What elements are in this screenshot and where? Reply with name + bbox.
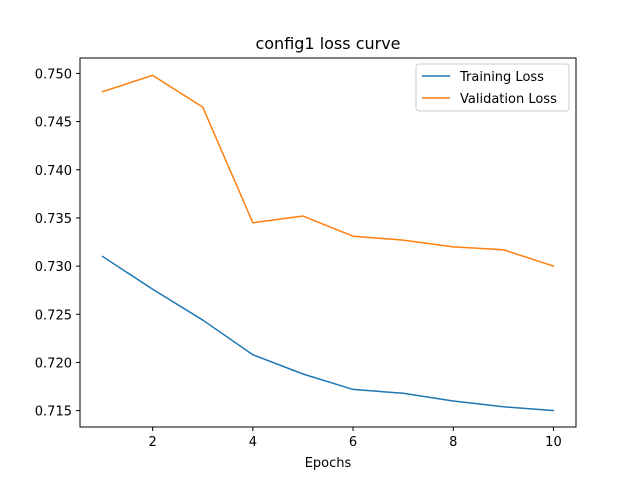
x-tick-label: 4 — [249, 435, 257, 450]
y-tick-label: 0.740 — [35, 164, 72, 179]
validation-loss-legend-label: Validation Loss — [460, 92, 557, 107]
x-tick-label: 10 — [545, 435, 562, 450]
y-tick-label: 0.720 — [35, 356, 72, 371]
chart-title: config1 loss curve — [255, 34, 400, 53]
series-layer — [101, 74, 555, 412]
x-axis: 2 4 6 8 10 — [149, 427, 562, 450]
legend-box — [415, 63, 570, 112]
y-tick-label: 0.750 — [35, 67, 72, 82]
validation-loss-line — [101, 74, 555, 268]
training-loss-line — [101, 255, 555, 412]
legend-items: Training Loss Validation Loss — [422, 70, 557, 107]
x-tick-label: 8 — [449, 435, 457, 450]
y-tick-label: 0.730 — [35, 260, 72, 275]
plot-area-frame — [79, 57, 577, 428]
y-axis: 0.715 0.720 0.725 0.730 0.735 0.740 0.745 0.750 — [35, 67, 80, 420]
x-tick-label: 6 — [349, 435, 357, 450]
y-tick-label: 0.715 — [35, 405, 72, 420]
x-axis-label: Epochs — [305, 456, 352, 471]
x-tick-label: 2 — [149, 435, 157, 450]
y-tick-label: 0.745 — [35, 116, 72, 131]
y-tick-label: 0.725 — [35, 308, 72, 323]
y-tick-label: 0.735 — [35, 212, 72, 227]
training-loss-legend-label: Training Loss — [459, 70, 544, 85]
legend: Training Loss Validation Loss — [415, 63, 570, 112]
